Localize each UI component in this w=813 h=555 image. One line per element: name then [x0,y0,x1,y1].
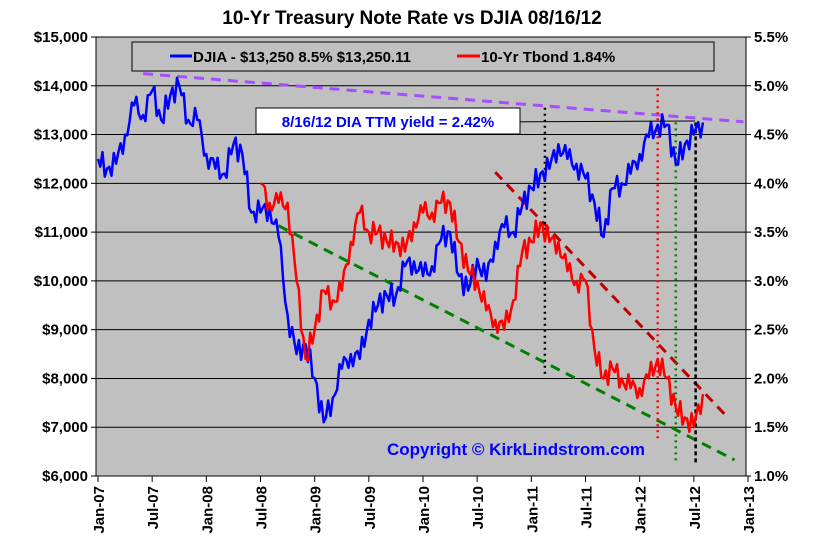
y-left-tick-label: $11,000 [35,224,88,241]
x-tick-label: Jul-12 [687,486,704,529]
x-tick-label: Jul-08 [254,486,271,529]
plot-area [95,36,747,477]
y-right-tick-label: 1.0% [754,468,788,485]
y-left-tick-label: $15,000 [34,29,88,46]
x-tick-label: Jan-11 [524,486,541,533]
y-right-tick-label: 5.0% [754,78,788,95]
legend-tbond-label: 10-Yr Tbond 1.84% [481,49,615,66]
y-left-tick-label: $8,000 [42,370,88,387]
x-tick-label: Jul-09 [362,486,379,529]
x-tick-label: Jan-12 [633,486,650,534]
x-tick-label: Jan-07 [91,486,108,534]
x-tick-label: Jan-13 [741,486,758,534]
y-left-tick-label: $6,000 [42,468,88,485]
series-10-yr-tbond [259,182,705,434]
chart-title: 10-Yr Treasury Note Rate vs DJIA 08/16/1… [222,8,602,29]
x-tick-label: Jan-08 [199,486,216,534]
y-right-tick-label: 2.0% [754,370,788,387]
y-left-tick-label: $9,000 [42,322,88,339]
y-right-tick-label: 5.5% [754,29,788,46]
x-tick-label: Jul-11 [579,486,596,529]
legend-djia-label: DJIA - $13,250 8.5% $13,250.11 [193,49,411,66]
y-left-tick-label: $12,000 [34,175,88,192]
y-right-tick-label: 4.5% [754,127,788,144]
y-right-tick-label: 4.0% [754,175,788,192]
copyright-text: Copyright © KirkLindstrom.com [387,440,645,459]
annotation-text: 8/16/12 DIA TTM yield = 2.42% [282,114,494,131]
trendline-0 [143,72,744,124]
y-left-tick-label: $14,000 [34,78,88,95]
x-tick-label: Jan-09 [308,486,325,534]
y-left-tick-label: $10,000 [34,273,88,290]
x-tick-label: Jul-10 [470,486,487,529]
x-tick-label: Jul-07 [145,486,162,529]
y-right-tick-label: 2.5% [754,322,788,339]
y-left-tick-label: $7,000 [42,419,88,436]
y-right-tick-label: 1.5% [754,419,788,436]
legend-box [131,41,715,72]
y-right-tick-label: 3.5% [754,224,788,241]
y-left-tick-label: $13,000 [34,127,88,144]
annotation-box [255,107,521,135]
y-right-tick-label: 3.0% [754,273,788,290]
x-tick-label: Jan-10 [416,486,433,534]
series-djia [96,76,705,424]
trendline-1 [277,224,736,462]
trendline-2 [494,171,727,417]
